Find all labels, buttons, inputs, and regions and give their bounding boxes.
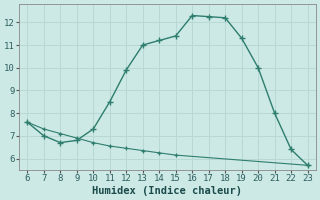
X-axis label: Humidex (Indice chaleur): Humidex (Indice chaleur) xyxy=(92,186,243,196)
